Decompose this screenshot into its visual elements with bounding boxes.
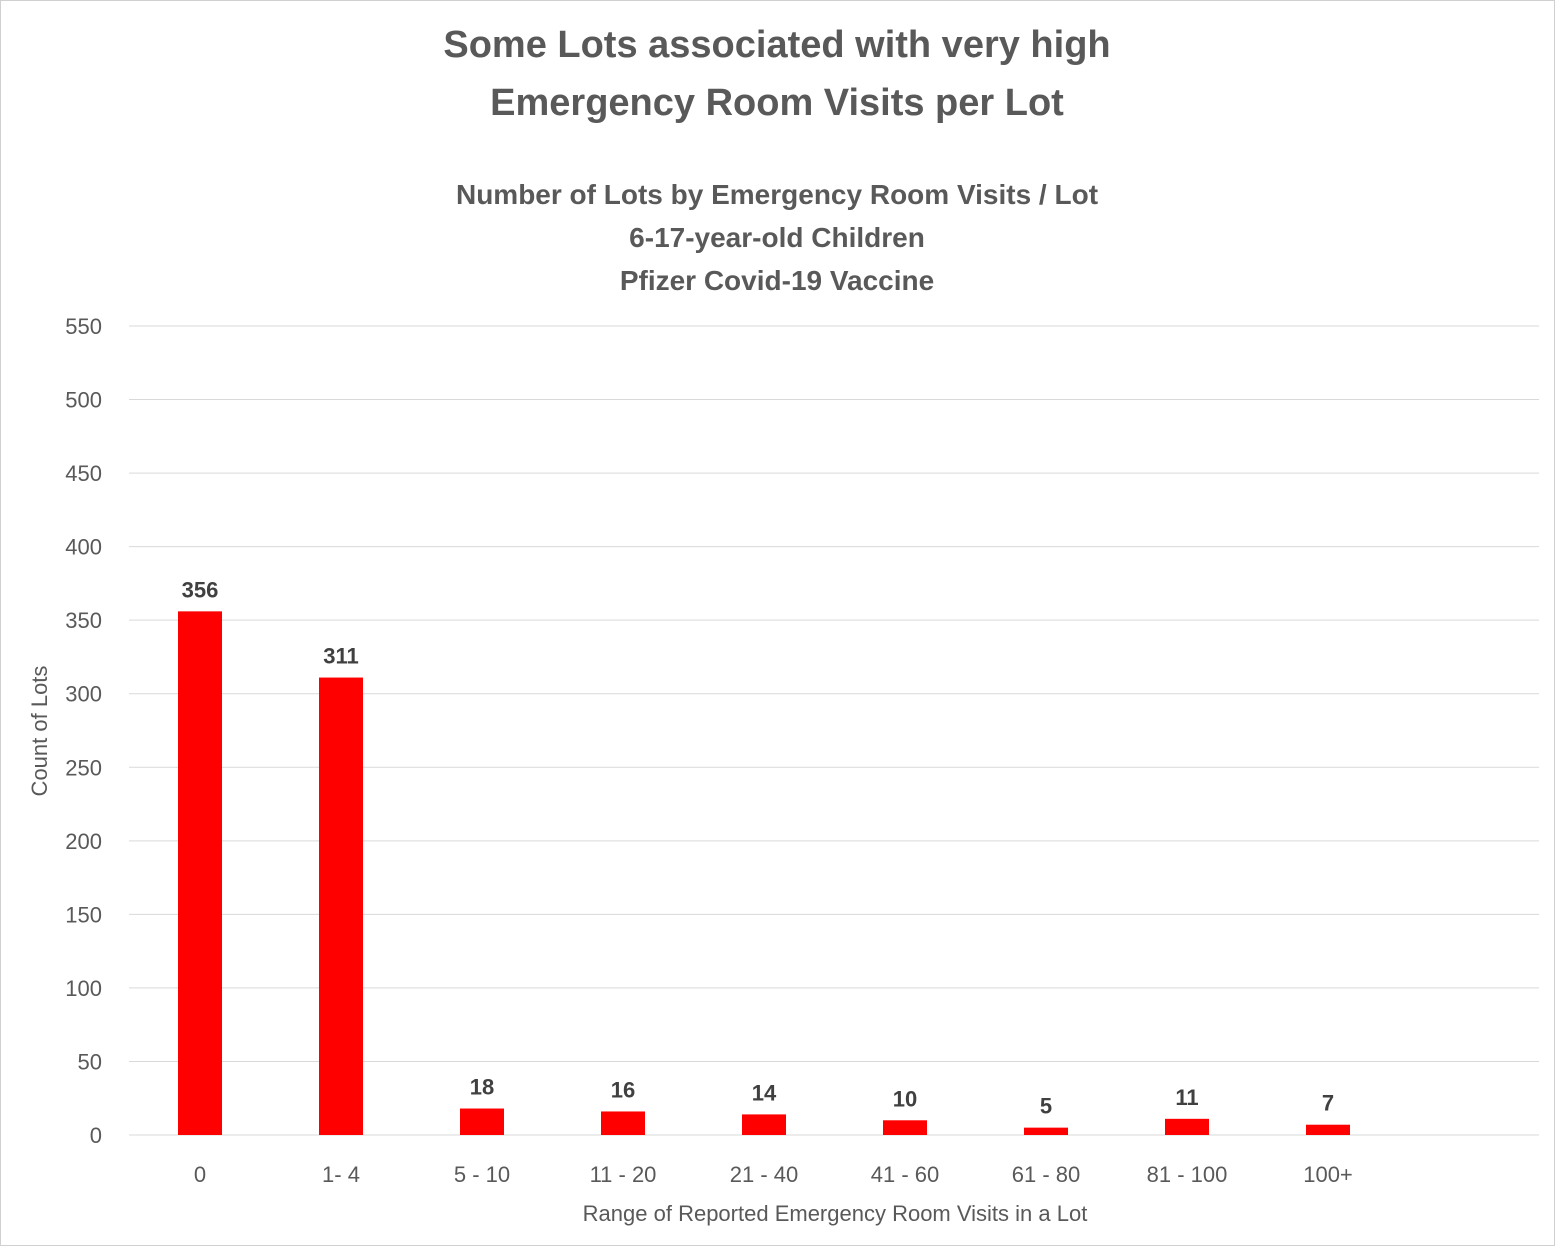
y-axis-title: Count of Lots — [27, 666, 52, 797]
x-tick-label: 5 - 10 — [454, 1162, 510, 1187]
y-tick-label: 300 — [65, 682, 102, 707]
bar-1 — [178, 611, 222, 1135]
data-label: 11 — [1175, 1085, 1198, 1110]
x-tick-label: 61 - 80 — [1012, 1162, 1081, 1187]
x-tick-label: 21 - 40 — [730, 1162, 799, 1187]
bar-4 — [601, 1111, 645, 1135]
y-tick-label: 50 — [78, 1049, 102, 1074]
data-label: 356 — [182, 577, 219, 602]
bar-7 — [1024, 1127, 1068, 1135]
y-tick-label: 350 — [65, 608, 102, 633]
data-label: 16 — [611, 1077, 635, 1102]
x-tick-label: 11 - 20 — [590, 1162, 657, 1187]
bar-6 — [883, 1120, 927, 1135]
y-tick-label: 550 — [65, 314, 102, 339]
x-tick-label: 1- 4 — [322, 1162, 360, 1187]
chart-subtitle-line-2: 6-17-year-old Children — [629, 222, 925, 253]
y-axis-ticks: 0 50 100 150 200 250 300 350 400 450 500 550 — [65, 314, 102, 1148]
chart-subtitle-line-1: Number of Lots by Emergency Room Visits … — [456, 179, 1098, 210]
x-tick-label: 100+ — [1303, 1162, 1353, 1187]
data-label: 311 — [323, 644, 359, 669]
bar-9 — [1306, 1124, 1350, 1135]
chart-title-line-1: Some Lots associated with very high — [443, 24, 1110, 66]
gridlines — [129, 325, 1539, 1136]
chart-title-line-2: Emergency Room Visits per Lot — [490, 82, 1064, 124]
y-tick-label: 150 — [65, 902, 102, 927]
data-label: 10 — [893, 1086, 917, 1111]
y-tick-label: 0 — [90, 1123, 102, 1148]
x-tick-label: 0 — [194, 1162, 206, 1187]
bar-2 — [319, 677, 363, 1135]
bar-5 — [742, 1114, 786, 1135]
y-tick-label: 250 — [65, 755, 102, 780]
y-tick-label: 500 — [65, 388, 102, 413]
y-tick-label: 100 — [65, 976, 102, 1001]
x-axis-ticks: 0 1- 4 5 - 10 11 - 20 21 - 40 41 - 60 61 - 80 8… — [194, 1162, 1353, 1187]
bars — [178, 611, 1350, 1135]
y-tick-label: 400 — [65, 535, 102, 560]
y-tick-label: 200 — [65, 829, 102, 854]
data-labels: 356 311 18 16 14 10 5 11 7 — [182, 577, 1334, 1118]
chart-subtitle-line-3: Pfizer Covid-19 Vaccine — [620, 265, 934, 296]
x-tick-label: 41 - 60 — [871, 1162, 940, 1187]
data-label: 18 — [470, 1075, 494, 1100]
bar-8 — [1165, 1118, 1209, 1135]
y-tick-label: 450 — [65, 461, 102, 486]
bar-3 — [460, 1108, 504, 1135]
chart-titles: Some Lots associated with very high Emer… — [443, 24, 1110, 296]
data-label: 7 — [1322, 1091, 1334, 1116]
data-label: 14 — [752, 1080, 777, 1105]
data-label: 5 — [1040, 1094, 1052, 1119]
x-axis-title: Range of Reported Emergency Room Visits … — [583, 1201, 1088, 1226]
x-tick-label: 81 - 100 — [1147, 1162, 1228, 1187]
